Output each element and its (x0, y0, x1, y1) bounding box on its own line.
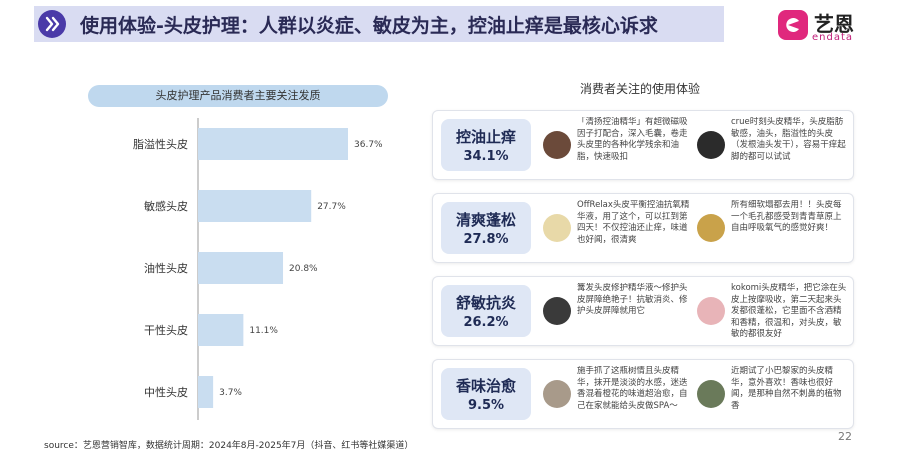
experience-card-fluffy: 清爽蓬松 27.8% OffRelax头皮平衡控油抗氧精华液，用了这个，可以扛到… (432, 193, 854, 263)
page-title: 使用体验-头皮护理：人群以炎症、敏皮为主，控油止痒是最核心诉求 (80, 15, 658, 37)
avatar (543, 380, 571, 408)
user-quote: OffRelax头皮平衡控油抗氧精华液，用了这个，可以扛到第四天！不仅控油还止痒… (577, 200, 690, 245)
user-quote: crue时刻头皮精华，头皮脂肪敏感，油头，脂溢性的头皮（发根油头发干），容易干痒… (731, 117, 846, 162)
card-percent: 27.8% (463, 232, 509, 247)
avatar (697, 214, 725, 242)
chart-title: 头皮护理产品消费者主要关注发质 (88, 85, 388, 107)
card-percent: 26.2% (463, 315, 509, 330)
user-quote: 「清扬控油精华」有超微磁吸因子打配合，深入毛囊，卷走头皮里的各种化学残余和油脂，… (577, 117, 688, 162)
experience-card-oil-control: 控油止痒 34.1% 「清扬控油精华」有超微磁吸因子打配合，深入毛囊，卷走头皮里… (432, 110, 854, 180)
card-name: 舒敏抗炎 (455, 294, 516, 312)
user-quote: kokomi头皮精华，把它涂在头皮上按摩吸收，第二天起来头发都很蓬松，它里面不含… (731, 283, 847, 339)
user-quote: 近期试了小巴黎家的头皮精华，意外喜欢！香味也很好闻，是那种自然不刺鼻的植物香 (731, 366, 842, 411)
user-quote: 所有细软塌都去用！！头皮每一个毛孔都感受到青青草原上自由呼吸氧气的感觉好爽！ (731, 200, 842, 233)
header-band (34, 6, 724, 42)
experience-card-soothing: 舒敏抗炎 26.2% 篝发头皮修护精华液～修护头皮屏障绝艳子！抗敏消炎、修护头皮… (432, 276, 854, 346)
card-label: 清爽蓬松 27.8% (441, 202, 531, 254)
bar (198, 252, 284, 284)
avatar (543, 214, 571, 242)
logo-text-cn: 艺恩 (814, 12, 854, 36)
right-panel-title: 消费者关注的使用体验 (579, 82, 700, 96)
card-name: 香味治愈 (455, 377, 516, 395)
card-name: 清爽蓬松 (455, 211, 516, 229)
avatar (543, 297, 571, 325)
data-label: 11.1% (249, 326, 278, 336)
card-label: 控油止痒 34.1% (441, 119, 531, 171)
category-label: 油性头皮 (144, 261, 188, 275)
data-label: 27.7% (317, 202, 346, 212)
card-label: 舒敏抗炎 26.2% (441, 285, 531, 337)
data-label: 36.7% (354, 140, 383, 150)
brand-logo: 艺恩 endata (778, 8, 888, 44)
card-name: 控油止痒 (455, 128, 516, 146)
card-label: 香味治愈 9.5% (441, 368, 531, 420)
bar (198, 314, 244, 346)
avatar (697, 297, 725, 325)
avatar (697, 131, 725, 159)
data-label: 20.8% (289, 264, 318, 274)
chevron-right-icon (38, 10, 66, 38)
logo-text-en: endata (812, 32, 854, 43)
category-label: 干性头皮 (144, 323, 188, 337)
avatar (543, 131, 571, 159)
hair-type-bar-chart: 脂溢性头皮 36.7% 敏感头皮 27.7% 油性头皮 20.8% 干性头皮 11.1% 中性头… (133, 118, 383, 420)
bar (198, 376, 214, 408)
category-label: 脂溢性头皮 (133, 137, 188, 151)
category-label: 敏感头皮 (144, 199, 188, 213)
experience-card-fragrance: 香味治愈 9.5% 施手抓了这瓶树情且头皮精华，抹开是淡淡的水感，迷迭香混着橙花… (432, 359, 854, 429)
endata-logo-icon (778, 10, 808, 40)
card-percent: 9.5% (467, 398, 505, 413)
data-label: 3.7% (219, 388, 242, 398)
category-label: 中性头皮 (144, 385, 188, 399)
bar (198, 190, 312, 222)
card-percent: 34.1% (463, 149, 509, 164)
avatar (697, 380, 725, 408)
user-quote: 篝发头皮修护精华液～修护头皮屏障绝艳子！抗敏消炎、修护头皮屏障就用它 (577, 283, 688, 316)
user-quote: 施手抓了这瓶树情且头皮精华，抹开是淡淡的水感，迷迭香混着橙花的味道超治愈，自己在… (577, 366, 688, 411)
source-note: source：艺恩营销智库，数据统计周期：2024年8月-2025年7月（抖音、… (44, 441, 414, 451)
bar (198, 128, 348, 160)
page-number: 22 (838, 430, 852, 443)
